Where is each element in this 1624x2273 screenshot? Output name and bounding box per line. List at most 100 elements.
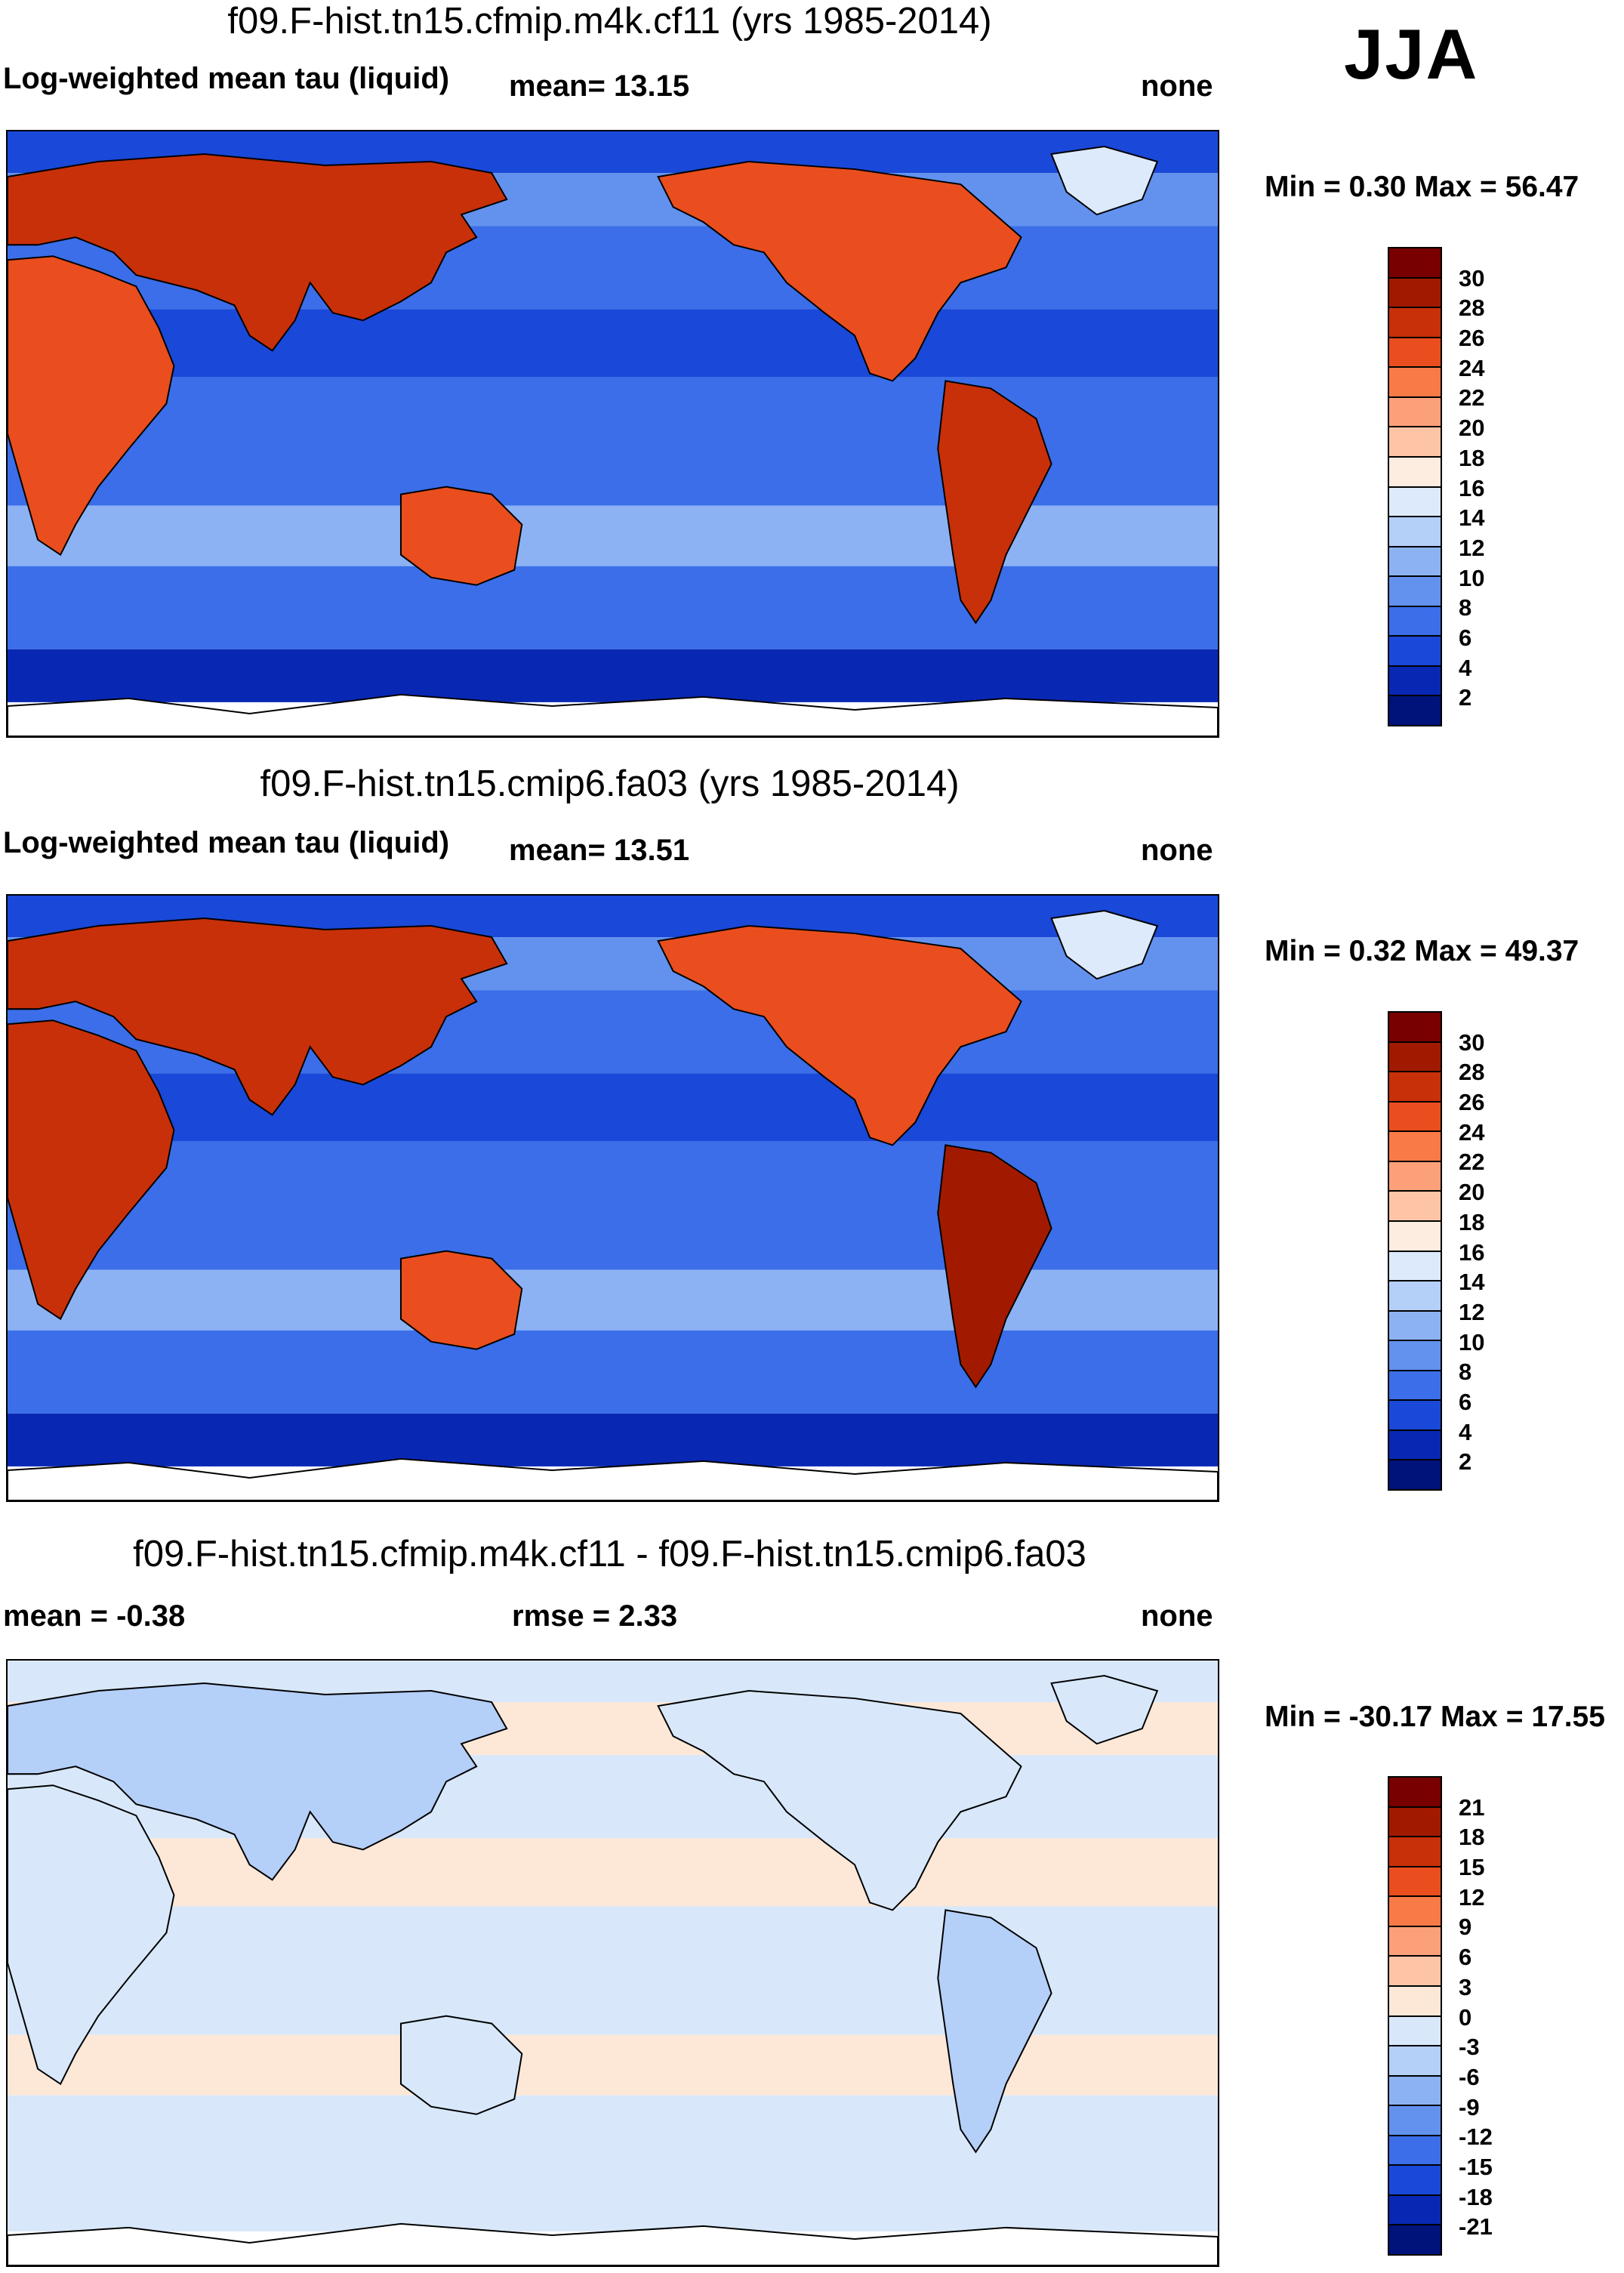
ocean-band	[8, 309, 1218, 378]
colorbar-tick-label: 30	[1459, 1029, 1485, 1056]
colorbar-tick-label: 30	[1459, 264, 1485, 291]
colorbar-box	[1389, 547, 1441, 578]
panel-1-map-plot	[8, 131, 1218, 736]
colorbar-tick-label: 28	[1459, 295, 1485, 322]
panel-3-map-plot	[8, 1661, 1218, 2265]
colorbar-box	[1389, 1102, 1441, 1133]
colorbar-tick-label: 12	[1459, 534, 1485, 561]
colorbar-tick-label: -6	[1459, 2063, 1480, 2090]
colorbar-tick-label: 0	[1459, 2003, 1472, 2031]
landmass-antarctica	[8, 2222, 1218, 2265]
panel-2-variable-label: Log-weighted mean tau (liquid)	[3, 826, 450, 859]
ocean-band	[8, 566, 1218, 649]
colorbar-box	[1389, 1897, 1441, 1927]
colorbar-box	[1389, 1460, 1441, 1489]
panel-2-map-plot	[8, 896, 1218, 1500]
colorbar-tick-label: 16	[1459, 1238, 1485, 1266]
landmass-australia	[399, 2015, 523, 2115]
colorbar-tick-label: -21	[1459, 2213, 1493, 2241]
panel-1-mean-label: mean= 13.15	[509, 69, 690, 103]
colorbar-box	[1389, 517, 1441, 547]
landmass-australia	[399, 1250, 523, 1350]
landmass-greenland	[1050, 1675, 1159, 1745]
ocean-band	[8, 1330, 1218, 1414]
panel-1-colorbar	[1388, 247, 1442, 726]
landmass-south-america	[937, 380, 1052, 625]
colorbar-tick-label: -15	[1459, 2153, 1493, 2180]
panel-1-units-label: none	[1141, 69, 1213, 103]
ocean-band	[8, 1838, 1218, 1907]
colorbar-tick-label: -18	[1459, 2183, 1493, 2210]
colorbar-tick-label: 6	[1459, 1388, 1472, 1415]
landmass-africa	[8, 1019, 175, 1321]
colorbar-tick-label: 14	[1459, 504, 1485, 532]
colorbar-tick-label: 8	[1459, 594, 1472, 621]
colorbar-box	[1389, 338, 1441, 369]
colorbar-box	[1389, 1132, 1441, 1162]
panel-2-title: f09.F-hist.tn15.cmip6.fa03 (yrs 1985-201…	[260, 763, 960, 804]
colorbar-tick-label: 4	[1459, 1418, 1472, 1445]
panel-1-map	[6, 130, 1219, 738]
landmass-south-america	[937, 1909, 1052, 2154]
colorbar-tick-label: -9	[1459, 2093, 1480, 2120]
colorbar-box	[1389, 1251, 1441, 1282]
colorbar-tick-label: 28	[1459, 1059, 1485, 1086]
colorbar-tick-label: 24	[1459, 1118, 1485, 1146]
colorbar-tick-label: 18	[1459, 444, 1485, 471]
colorbar-tick-label: 24	[1459, 354, 1485, 381]
colorbar-box	[1389, 1401, 1441, 1431]
colorbar-tick-label: 21	[1459, 1793, 1485, 1821]
panel-3-rmse-label: rmse = 2.33	[512, 1599, 678, 1633]
landmass-europe-asia	[8, 1682, 508, 1881]
colorbar-tick-label: 26	[1459, 325, 1485, 352]
colorbar-box	[1389, 2166, 1441, 2196]
colorbar-tick-label: 16	[1459, 474, 1485, 501]
colorbar-box	[1389, 1161, 1441, 1192]
colorbar-box	[1389, 487, 1441, 518]
panel-3-colorbar	[1388, 1776, 1442, 2256]
colorbar-tick-label: 10	[1459, 1328, 1485, 1355]
colorbar-box	[1389, 696, 1441, 725]
colorbar-tick-label: 22	[1459, 384, 1485, 412]
colorbar-box	[1389, 1281, 1441, 1312]
colorbar-box	[1389, 2195, 1441, 2226]
colorbar-tick-label: 6	[1459, 624, 1472, 651]
panel-2-units-label: none	[1141, 834, 1213, 867]
panel-1-minmax: Min = 0.30 Max = 56.47	[1265, 171, 1579, 203]
panel-2-colorbar	[1388, 1011, 1442, 1491]
landmass-greenland	[1050, 910, 1159, 980]
colorbar-box	[1389, 1837, 1441, 1867]
colorbar-box	[1389, 1192, 1441, 1222]
ocean-band	[8, 2095, 1218, 2179]
panel-3-minmax: Min = -30.17 Max = 17.55	[1265, 1701, 1605, 1733]
panel-2-mean-label: mean= 13.51	[509, 834, 690, 867]
colorbar-box	[1389, 1986, 1441, 2017]
colorbar-tick-label: 14	[1459, 1269, 1485, 1296]
landmass-antarctica	[8, 693, 1218, 736]
colorbar-box	[1389, 308, 1441, 338]
colorbar-box	[1389, 2046, 1441, 2077]
colorbar-tick-label: -3	[1459, 2034, 1480, 2061]
colorbar-tick-label: -12	[1459, 2123, 1493, 2151]
colorbar-box	[1389, 397, 1441, 428]
landmass-africa	[8, 1784, 175, 2086]
landmass-africa	[8, 255, 175, 557]
colorbar-box	[1389, 427, 1441, 458]
colorbar-tick-label: 22	[1459, 1149, 1485, 1176]
ocean-band	[8, 2034, 1218, 2096]
colorbar-tick-label: 20	[1459, 1179, 1485, 1206]
colorbar-box	[1389, 1430, 1441, 1461]
colorbar-tick-label: 3	[1459, 1973, 1472, 2000]
colorbar-box	[1389, 1371, 1441, 1402]
colorbar-tick-label: 18	[1459, 1824, 1485, 1851]
colorbar-tick-label: 26	[1459, 1089, 1485, 1116]
landmass-europe-asia	[8, 918, 508, 1116]
colorbar-box	[1389, 1013, 1441, 1043]
landmass-north-america	[657, 161, 1022, 382]
ocean-band	[8, 505, 1218, 566]
ocean-band	[8, 2178, 1218, 2231]
colorbar-box	[1389, 2016, 1441, 2047]
landmass-europe-asia	[8, 153, 508, 352]
colorbar-tick-label: 18	[1459, 1208, 1485, 1235]
colorbar-box	[1389, 2106, 1441, 2136]
